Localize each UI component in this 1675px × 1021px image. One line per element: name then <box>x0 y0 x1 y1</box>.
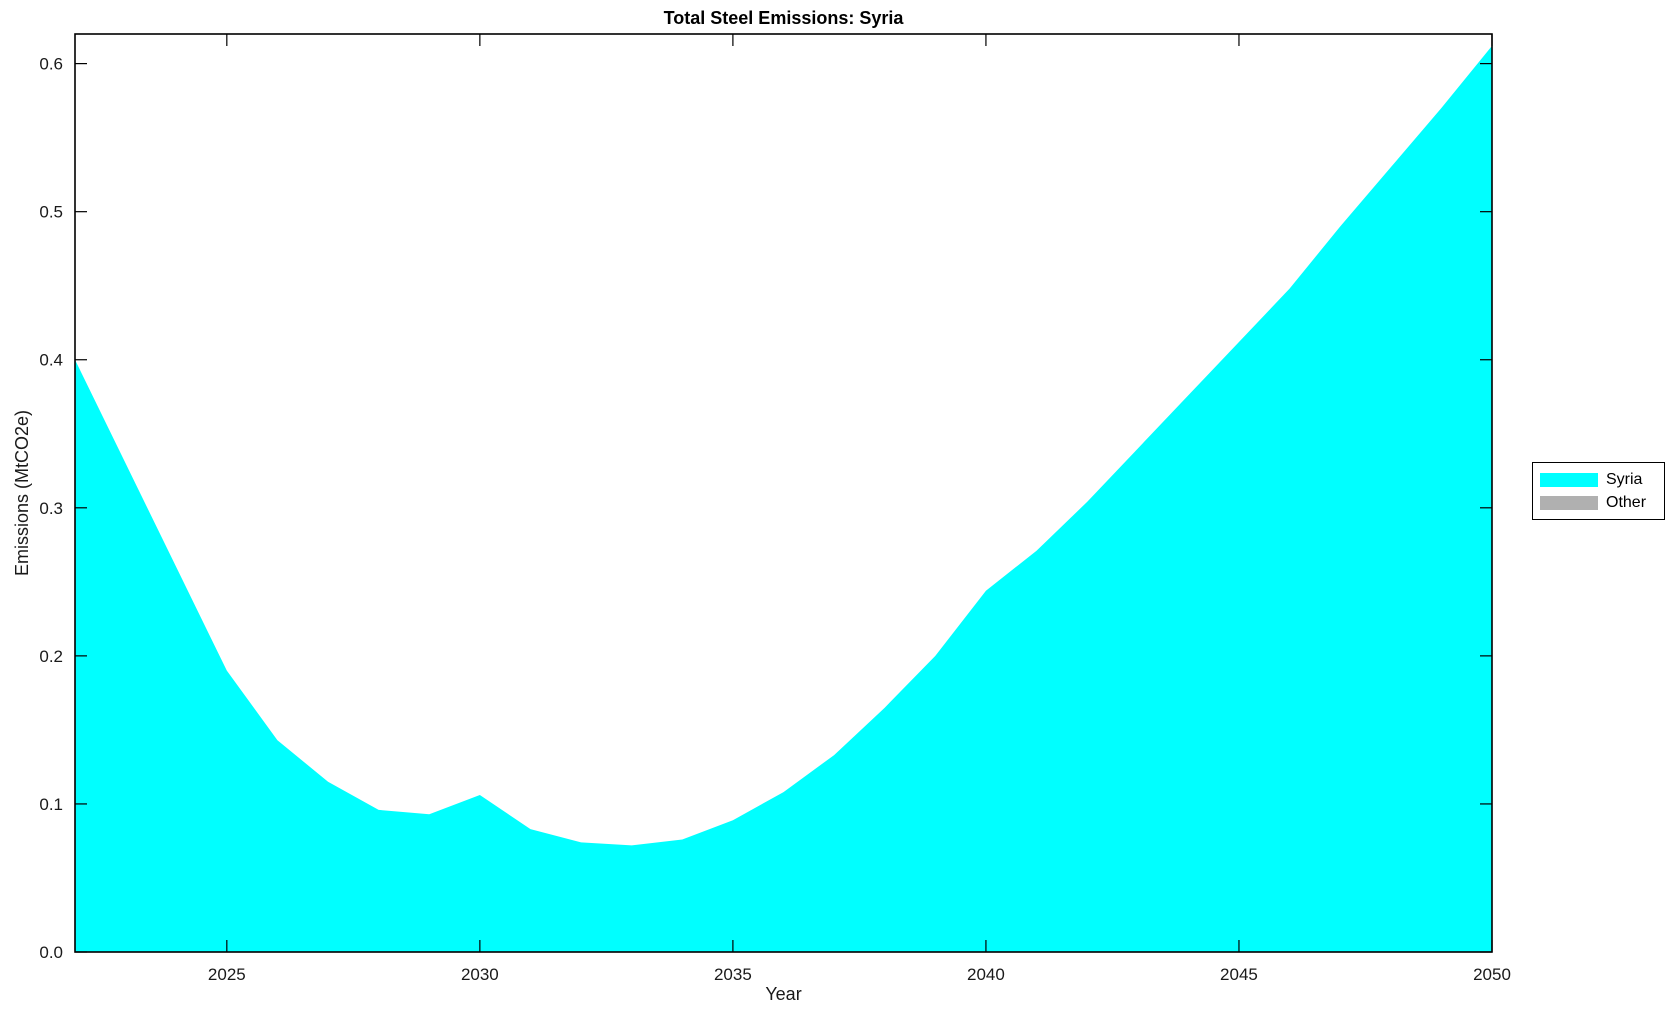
legend-swatch-other <box>1540 495 1598 510</box>
y-tick-label: 0.6 <box>39 55 63 74</box>
legend-label-other: Other <box>1606 493 1647 511</box>
x-tick-label: 2050 <box>1473 965 1511 984</box>
plot-border <box>74 33 1493 953</box>
x-tick-label: 2045 <box>1220 965 1258 984</box>
y-tick-label: 0.0 <box>39 943 63 962</box>
legend: Syria Other <box>1532 462 1665 520</box>
x-tick-label: 2040 <box>967 965 1005 984</box>
x-axis-label: Year <box>765 984 801 1004</box>
x-tick-label: 2025 <box>208 965 246 984</box>
y-tick-label: 0.1 <box>39 795 63 814</box>
legend-label-syria: Syria <box>1606 470 1643 488</box>
x-tick-label: 2035 <box>714 965 752 984</box>
legend-swatch-syria <box>1540 472 1598 487</box>
area-series-syria <box>75 45 1492 953</box>
y-tick-label: 0.4 <box>39 351 63 370</box>
y-tick-label: 0.5 <box>39 203 63 222</box>
y-tick-label: 0.3 <box>39 499 63 518</box>
legend-item-syria: Syria <box>1540 468 1657 491</box>
y-axis-label: Emissions (MtCO2e) <box>12 410 32 576</box>
chart-title: Total Steel Emissions: Syria <box>664 8 905 28</box>
y-tick-label: 0.2 <box>39 647 63 666</box>
x-tick-label: 2030 <box>461 965 499 984</box>
legend-item-other: Other <box>1540 491 1657 514</box>
